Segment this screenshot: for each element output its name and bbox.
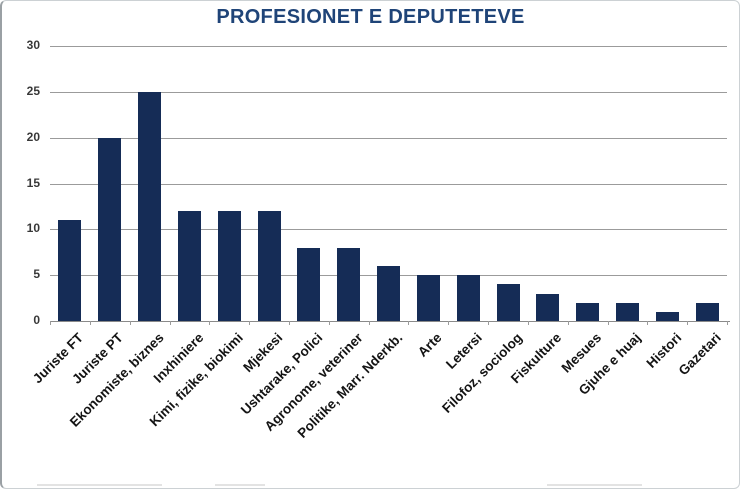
axis-tick <box>488 321 490 325</box>
axis-tick <box>249 321 251 325</box>
axis-tick <box>368 321 370 325</box>
bar <box>536 293 560 321</box>
axis-tick <box>727 321 728 325</box>
y-tick-label: 30 <box>26 38 40 52</box>
bottom-artifact <box>547 484 642 486</box>
gridline <box>50 137 727 139</box>
bar <box>615 302 639 321</box>
axis-tick <box>129 321 131 325</box>
bar <box>177 211 201 321</box>
axis-tick <box>89 321 91 325</box>
bar <box>456 275 480 321</box>
axis-tick <box>209 321 211 325</box>
bar <box>655 311 679 321</box>
bar <box>576 302 600 321</box>
x-tick-label: Arte <box>415 330 445 360</box>
gridline <box>50 46 727 47</box>
axis-tick <box>169 321 171 325</box>
gridline <box>50 229 727 231</box>
y-tick-label: 5 <box>33 267 40 282</box>
axis-tick <box>408 321 410 325</box>
bar <box>496 284 520 321</box>
bar <box>217 211 241 321</box>
x-axis-line <box>50 321 730 322</box>
y-tick-label: 25 <box>26 83 40 98</box>
axis-tick <box>527 321 529 325</box>
bottom-artifact <box>215 484 265 486</box>
chart-title: PROFESIONET E DEPUTETEVE <box>216 6 525 28</box>
y-tick-label: 15 <box>26 175 40 190</box>
axis-tick <box>328 321 330 325</box>
bar <box>58 220 82 321</box>
bar <box>297 247 321 321</box>
bar <box>377 266 400 321</box>
bar <box>257 211 281 321</box>
y-tick-label: 20 <box>26 129 40 144</box>
axis-tick <box>607 321 609 325</box>
axis-tick <box>50 321 51 325</box>
x-tick-label: Gazetari <box>675 330 724 379</box>
axis-tick <box>567 321 569 325</box>
bar <box>337 247 361 321</box>
gridline <box>50 183 727 185</box>
axis-tick <box>687 321 689 325</box>
bar <box>98 137 122 321</box>
axis-tick <box>448 321 450 325</box>
gridline <box>50 91 727 93</box>
y-tick-label: 10 <box>26 221 40 236</box>
bar <box>138 91 162 321</box>
bar <box>695 302 719 321</box>
bottom-artifact <box>37 484 162 486</box>
bar <box>416 275 440 321</box>
y-tick-label: 0 <box>33 313 40 327</box>
axis-tick <box>288 321 290 325</box>
axis-tick <box>647 321 649 325</box>
